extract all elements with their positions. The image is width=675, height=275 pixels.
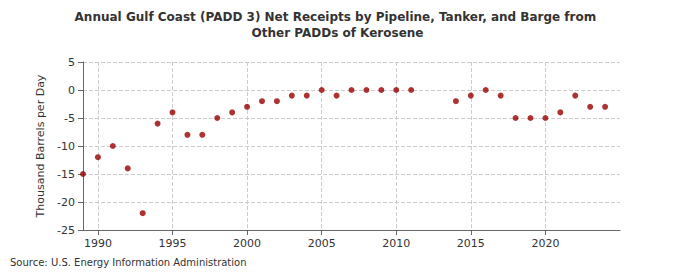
svg-text:Thousand Barrels per Day: Thousand Barrels per Day xyxy=(34,74,47,218)
svg-text:Annual Gulf Coast (PADD 3) Net: Annual Gulf Coast (PADD 3) Net Receipts … xyxy=(75,10,601,24)
svg-text:-15: -15 xyxy=(57,168,75,181)
svg-text:-25: -25 xyxy=(57,224,75,237)
svg-text:1995: 1995 xyxy=(159,237,187,250)
svg-text:2020: 2020 xyxy=(531,237,559,250)
svg-text:2000: 2000 xyxy=(233,237,261,250)
svg-text:-20: -20 xyxy=(57,196,75,209)
svg-text:1990: 1990 xyxy=(84,237,112,250)
svg-text:-10: -10 xyxy=(57,140,75,153)
svg-text:2010: 2010 xyxy=(382,237,410,250)
svg-text:0: 0 xyxy=(68,84,75,97)
svg-text:2015: 2015 xyxy=(457,237,485,250)
svg-text:Source: U.S. Energy Informatio: Source: U.S. Energy Information Administ… xyxy=(10,257,247,268)
svg-text:5: 5 xyxy=(68,56,75,69)
svg-text:2005: 2005 xyxy=(308,237,336,250)
svg-text:-5: -5 xyxy=(64,112,75,125)
svg-text:Other PADDs of Kerosene: Other PADDs of Kerosene xyxy=(252,26,424,40)
